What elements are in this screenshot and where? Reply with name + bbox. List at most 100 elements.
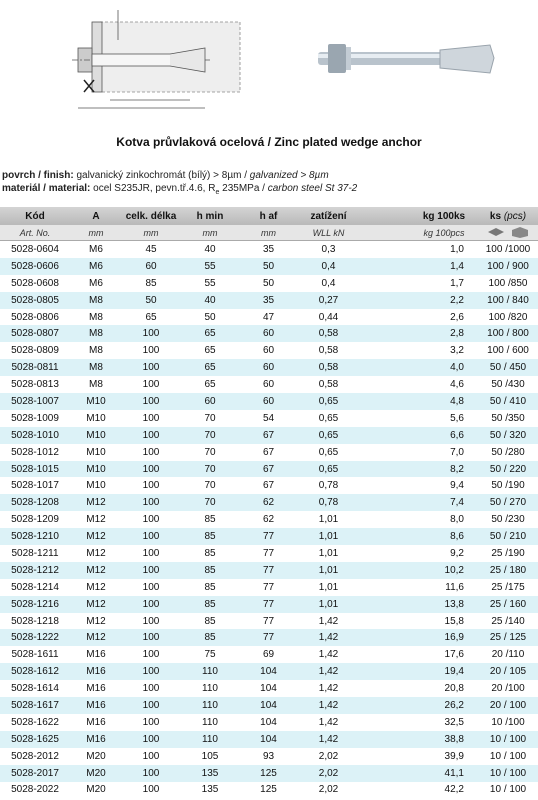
table-cell: 9,2: [450, 547, 464, 559]
table-cell: M12: [86, 615, 106, 627]
table-cell: 67: [262, 446, 275, 458]
table-cell: 70: [204, 446, 216, 458]
empty-cell: [360, 680, 410, 697]
table-cell: 100: [142, 412, 160, 424]
table-row: 5028-1612 M16 100 110 104 1,42 19,4 20 / 105: [0, 663, 538, 681]
table-row: 5028-1622 M16 100 110 104 1,42 32,5 10 /100: [0, 714, 538, 731]
table-cell: 100: [122, 764, 180, 782]
table-cell: 1,01: [297, 595, 360, 613]
table-cell: M20: [86, 750, 106, 762]
table-cell: 100 / 840: [478, 291, 538, 309]
material-en: carbon steel St 37-2: [267, 183, 358, 194]
table-cell: 3,2: [450, 345, 464, 357]
table-cell: 50 / 210: [478, 528, 538, 546]
table-cell: 77: [240, 595, 297, 613]
table-cell: 70: [180, 426, 240, 444]
table-cell: 40: [180, 291, 240, 309]
table-cell: 104: [240, 663, 297, 681]
table-cell: M10: [70, 393, 122, 410]
table-row: 5028-1218 M12 100 85 77 1,42 15,8 25 /140: [0, 613, 538, 630]
table-cell: 104: [260, 683, 277, 695]
table-cell: 5028-0805: [0, 291, 70, 309]
table-cell: 5028-1216: [0, 595, 70, 613]
table-cell: 19,4: [410, 663, 478, 681]
table-cell: 100: [142, 480, 160, 492]
table-cell: 70: [204, 480, 216, 492]
finish-value: galvanický zinkochromát (bílý) > 8µm /: [76, 170, 247, 181]
table-cell: 5028-2012: [11, 750, 59, 762]
table-cell: 50 /190: [491, 480, 525, 492]
empty-cell: [360, 579, 410, 596]
subheader-cell: mm: [240, 225, 297, 241]
table-cell: 0,78: [297, 494, 360, 512]
table-row: 5028-1222 M12 100 85 77 1,42 16,9 25 / 125: [0, 629, 538, 647]
empty-cell: [360, 748, 410, 765]
table-cell: 85: [204, 547, 216, 559]
table-row: 5028-1007 M10 100 60 60 0,65 4,8 50 / 410: [0, 393, 538, 410]
table-cell: M12: [70, 494, 122, 512]
subheader-cell: Art. No.: [0, 225, 70, 241]
table-cell: 50 / 220: [478, 460, 538, 478]
table-cell: M6: [89, 243, 103, 255]
table-cell: 69: [262, 649, 275, 661]
empty-cell: [360, 511, 410, 528]
empty-cell: [360, 782, 410, 799]
table-cell: 77: [240, 561, 297, 579]
table-cell: 100: [142, 514, 160, 526]
table-cell: 0,65: [297, 393, 360, 410]
table-cell: 5028-1611: [11, 649, 59, 661]
table-cell: 15,8: [444, 615, 464, 627]
table-cell: 45: [145, 243, 157, 255]
table-cell: 65: [180, 325, 240, 343]
table-cell: 110: [180, 730, 240, 748]
table-cell: 110: [202, 683, 218, 695]
table-cell: 2,6: [450, 311, 464, 323]
table-cell: 5028-2022: [11, 784, 59, 796]
table-cell: 100 /850: [488, 277, 528, 289]
table-cell: 8,2: [410, 460, 478, 478]
subheader-cell: WLL kN: [297, 225, 360, 241]
table-cell: M12: [86, 514, 106, 526]
table-cell: 10 / 100: [478, 730, 538, 748]
table-cell: 60: [262, 379, 275, 391]
table-cell: 10 /100: [491, 716, 525, 728]
table-cell: 50 /350: [491, 412, 525, 424]
table-cell: 60: [240, 393, 297, 410]
table-cell: 25 /190: [491, 547, 525, 559]
table-cell: M8: [70, 291, 122, 309]
table-cell: 67: [262, 480, 275, 492]
table-cell: 85: [204, 615, 216, 627]
table-cell: 1,01: [318, 547, 339, 559]
table-cell: 5028-0813: [11, 379, 59, 391]
table-cell: 100: [122, 325, 180, 343]
empty-cell: [360, 494, 410, 512]
table-cell: 1,01: [318, 514, 339, 526]
table-cell: 104: [240, 730, 297, 748]
table-cell: 60: [240, 359, 297, 377]
material-value2: 235MPa /: [222, 183, 265, 194]
table-cell: 110: [202, 716, 218, 728]
table-cell: 35: [262, 243, 275, 255]
table-cell: 50 /230: [491, 514, 525, 526]
table-cell: 1,7: [450, 277, 464, 289]
table-cell: 65: [180, 359, 240, 377]
table-cell: 5028-1009: [11, 412, 59, 424]
table-cell: 50 /280: [491, 446, 525, 458]
table-row: 5028-2012 M20 100 105 93 2,02 39,9 10 / 100: [0, 748, 538, 765]
table-cell: 32,5: [444, 716, 464, 728]
table-cell: 50 / 320: [478, 426, 538, 444]
table-cell: 5028-0811: [0, 359, 70, 377]
table-cell: 2,02: [318, 784, 339, 796]
table-cell: 0,58: [318, 379, 339, 391]
table-cell: 42,2: [444, 784, 464, 796]
material-sub: e: [215, 189, 220, 196]
table-cell: 60: [122, 257, 180, 275]
empty-cell: [360, 477, 410, 494]
table-cell: 50 / 450: [478, 359, 538, 377]
table-cell: 85: [204, 581, 216, 593]
table-cell: 0,4: [297, 257, 360, 275]
table-cell: 5028-1210: [0, 528, 70, 546]
subheader-cell: [360, 225, 410, 241]
